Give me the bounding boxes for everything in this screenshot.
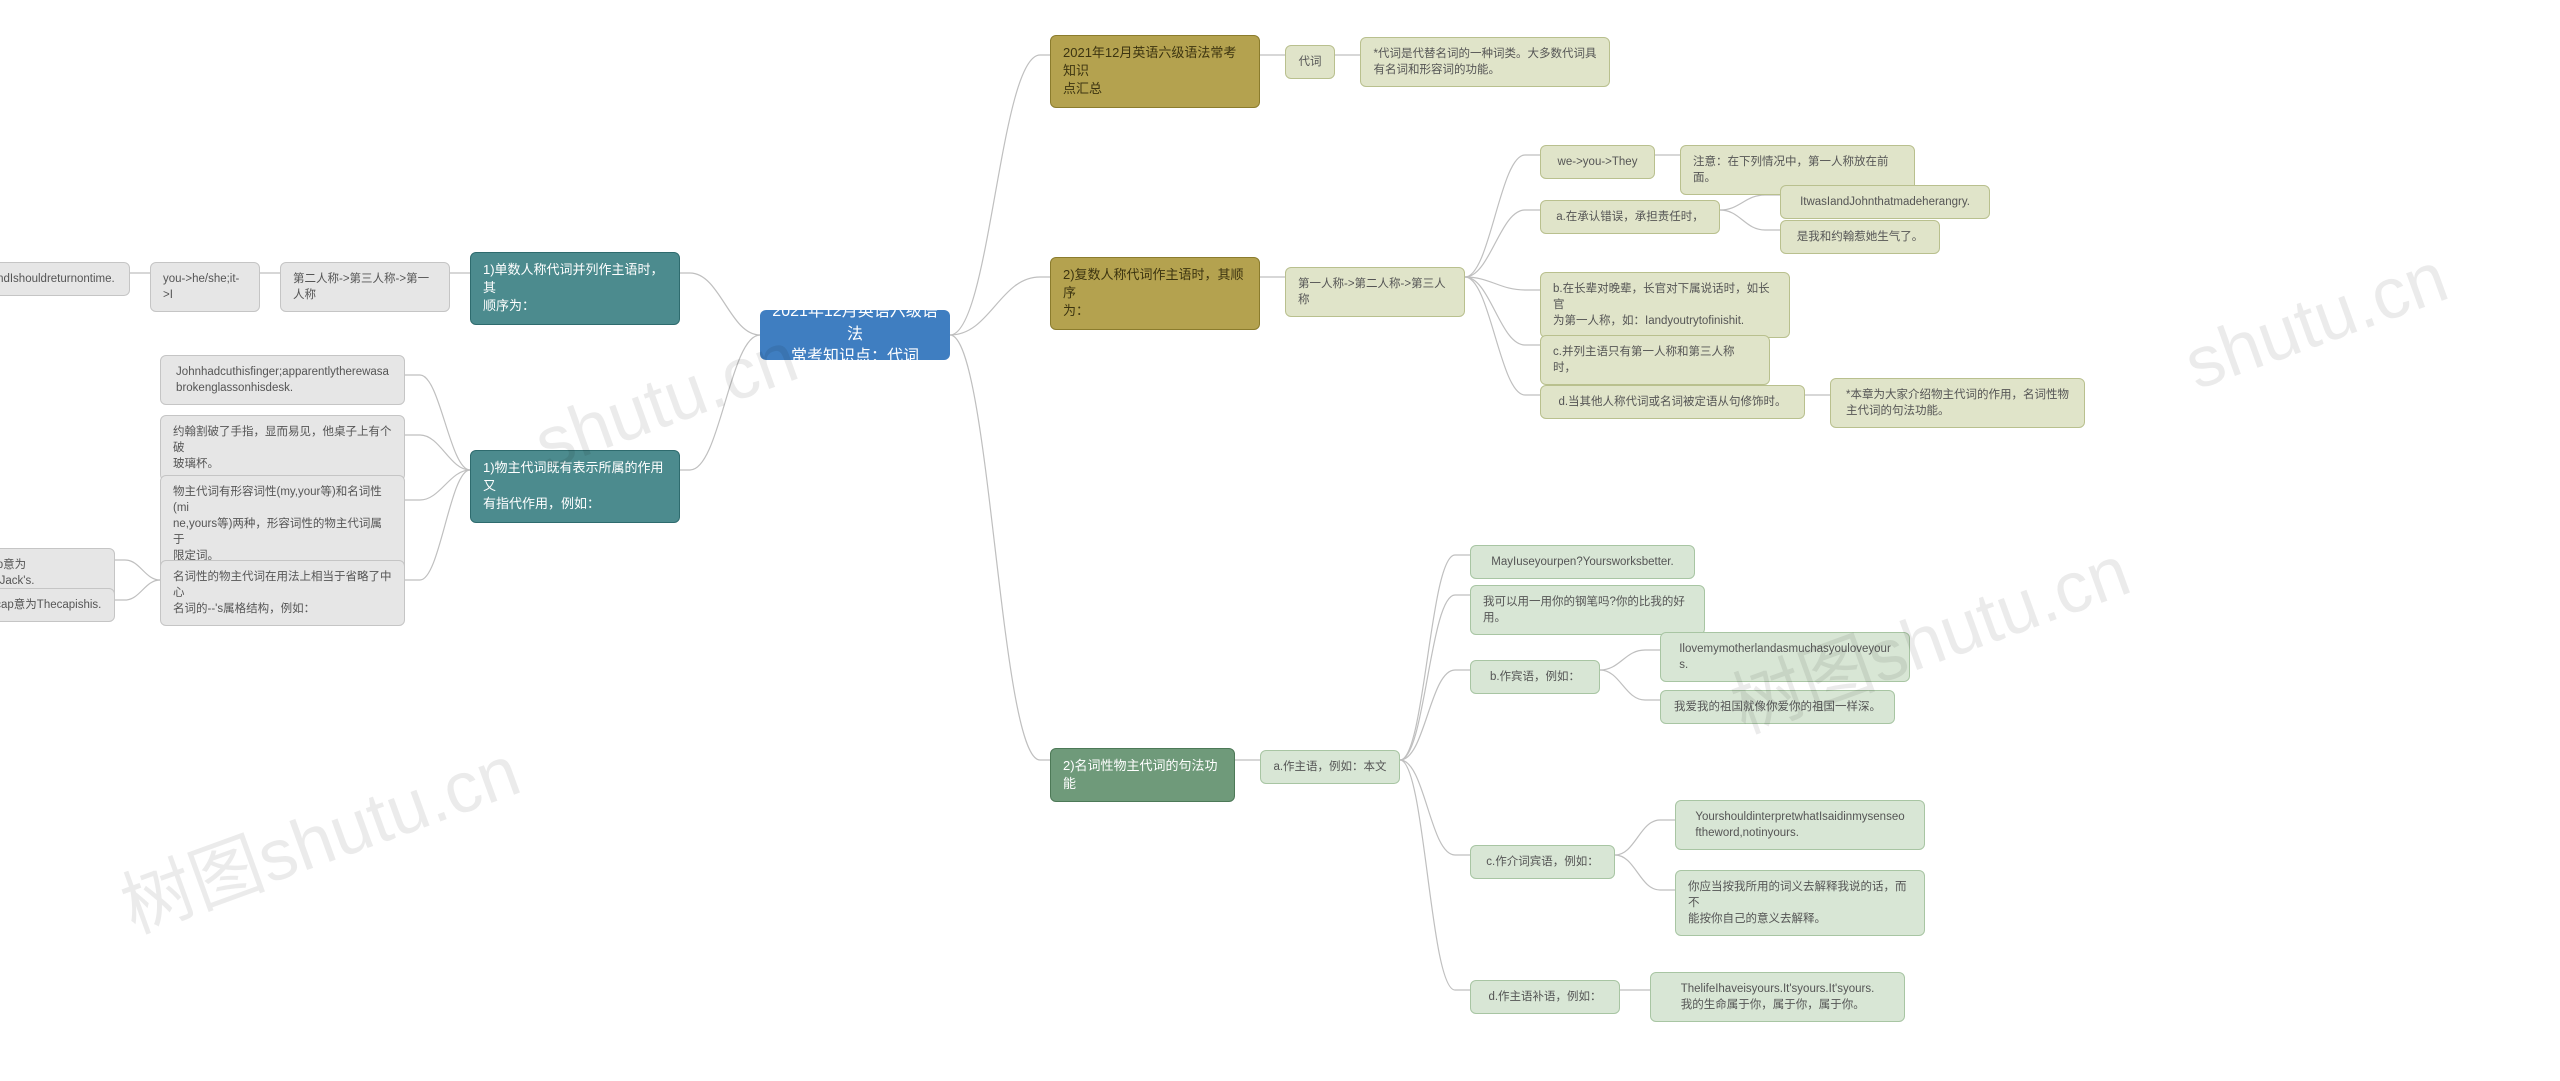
node-label: 1)单数人称代词并列作主语时，其顺序为： — [483, 261, 667, 316]
node-label: a.作主语，例如：本文 — [1273, 759, 1386, 775]
node-you-he-i[interactable]: you->he/she;it->I — [150, 262, 260, 312]
node-label: 第一人称->第二人称->第三人称 — [1298, 276, 1452, 308]
node-label: 我可以用一用你的钢笔吗?你的比我的好用。 — [1483, 594, 1692, 626]
node-label: 2)复数人称代词作主语时，其顺序为： — [1063, 266, 1247, 321]
node-label: Hiscap意为Thecapishis. — [0, 597, 101, 613]
node-label: we->you->They — [1558, 154, 1638, 170]
node-label: 是我和约翰惹她生气了。 — [1797, 229, 1924, 245]
node-label: 第二人称->第三人称->第一人称 — [293, 271, 437, 303]
node-label: Ilovemymotherlandasmuchasyouloveyours. — [1679, 641, 1891, 673]
node-label: 注意：在下列情况中，第一人称放在前面。 — [1693, 154, 1902, 186]
node-c-parallel[interactable]: c.并列主语只有第一人称和第三人称时， — [1540, 335, 1770, 385]
node-label: 1)物主代词既有表示所属的作用又有指代作用，例如： — [483, 459, 667, 514]
node-label: ThelifeIhaveisyours.It'syours.It'syours.… — [1681, 981, 1875, 1013]
node-label: b.作宾语，例如： — [1490, 669, 1580, 685]
node-daici[interactable]: 代词 — [1285, 45, 1335, 79]
node-label: you->he/she;it->I — [163, 271, 247, 303]
node-order-singular[interactable]: 第二人称->第三人称->第一人称 — [280, 262, 450, 312]
node-a-admit[interactable]: a.在承认错误，承担责任时， — [1540, 200, 1720, 234]
node-john-cn[interactable]: 约翰割破了手指，显而易见，他桌子上有个破玻璃杯。 — [160, 415, 405, 481]
right-branch-1[interactable]: 2021年12月英语六级语法常考知识点汇总 — [1050, 35, 1260, 108]
node-mayiuse-cn[interactable]: 我可以用一用你的钢笔吗?你的比我的好用。 — [1470, 585, 1705, 635]
node-label: Johnhadcuthisfinger;apparentlytherewasab… — [176, 364, 389, 396]
node-label: YourshouldinterpretwhatIsaidinmysenseoft… — [1695, 809, 1904, 841]
root-label: 2021年12月英语六级语法常考知识点：代词 — [772, 301, 938, 368]
root-node[interactable]: 2021年12月英语六级语法常考知识点：代词 — [760, 310, 950, 360]
node-label: You,heandIshouldreturnontime. — [0, 271, 115, 287]
node-d-clause[interactable]: d.当其他人称代词或名词被定语从句修饰时。 — [1540, 385, 1805, 419]
node-label: d.当其他人称代词或名词被定语从句修饰时。 — [1558, 394, 1786, 410]
node-label: 约翰割破了手指，显而易见，他桌子上有个破玻璃杯。 — [173, 424, 392, 472]
node-label: Jack'scap意为ThecapisJack's. — [0, 557, 102, 589]
right-branch-3[interactable]: 2)名词性物主代词的句法功能 — [1050, 748, 1235, 802]
node-c-prep-obj[interactable]: c.作介词宾语，例如： — [1470, 845, 1615, 879]
node-d-ex[interactable]: ThelifeIhaveisyours.It'syours.It'syours.… — [1650, 972, 1905, 1022]
node-a-subject[interactable]: a.作主语，例如：本文 — [1260, 750, 1400, 784]
node-b-elder[interactable]: b.在长辈对晚辈，长官对下属说话时，如长官为第一人称，如：Iandyoutryt… — [1540, 272, 1790, 338]
left-branch-2[interactable]: 1)物主代词既有表示所属的作用又有指代作用，例如： — [470, 450, 680, 523]
watermark: shutu.cn — [2174, 236, 2458, 406]
node-label: *本章为大家介绍物主代词的作用，名词性物主代词的句法功能。 — [1846, 387, 2069, 419]
node-example-return[interactable]: You,heandIshouldreturnontime. — [0, 262, 130, 296]
left-branch-1[interactable]: 1)单数人称代词并列作主语时，其顺序为： — [470, 252, 680, 325]
node-his-cap[interactable]: Hiscap意为Thecapishis. — [0, 588, 115, 622]
node-label: 代词 — [1299, 54, 1322, 70]
node-a-ex2[interactable]: 是我和约翰惹她生气了。 — [1780, 220, 1940, 254]
watermark: 树图shutu.cn — [105, 712, 532, 953]
node-d-complement[interactable]: d.作主语补语，例如： — [1470, 980, 1620, 1014]
node-label: MayIuseyourpen?Yoursworksbetter. — [1491, 554, 1673, 570]
node-label: 2)名词性物主代词的句法功能 — [1063, 757, 1222, 793]
node-a-ex1[interactable]: ItwasIandJohnthatmadeherangry. — [1780, 185, 1990, 219]
node-label: b.在长辈对晚辈，长官对下属说话时，如长官为第一人称，如：Iandyoutryt… — [1553, 281, 1777, 329]
node-c-ex1[interactable]: YourshouldinterpretwhatIsaidinmysenseoft… — [1675, 800, 1925, 850]
node-john-cut[interactable]: Johnhadcuthisfinger;apparentlytherewasab… — [160, 355, 405, 405]
node-nominal-possessive[interactable]: 名词性的物主代词在用法上相当于省略了中心名词的--'s属格结构，例如： — [160, 560, 405, 626]
node-label: c.作介词宾语，例如： — [1486, 854, 1598, 870]
node-label: 你应当按我所用的词义去解释我说的话，而不能按你自己的意义去解释。 — [1688, 879, 1912, 927]
right-branch-2[interactable]: 2)复数人称代词作主语时，其顺序为： — [1050, 257, 1260, 330]
node-b-ex2[interactable]: 我爱我的祖国就像你爱你的祖国一样深。 — [1660, 690, 1895, 724]
node-label: c.并列主语只有第一人称和第三人称时， — [1553, 344, 1757, 376]
node-b-ex1[interactable]: Ilovemymotherlandasmuchasyouloveyours. — [1660, 632, 1910, 682]
node-label: 2021年12月英语六级语法常考知识点汇总 — [1063, 44, 1247, 99]
node-d-note[interactable]: *本章为大家介绍物主代词的作用，名词性物主代词的句法功能。 — [1830, 378, 2085, 428]
node-b-object[interactable]: b.作宾语，例如： — [1470, 660, 1600, 694]
node-plural-order[interactable]: 第一人称->第二人称->第三人称 — [1285, 267, 1465, 317]
node-label: *代词是代替名词的一种词类。大多数代词具有名词和形容词的功能。 — [1374, 46, 1597, 78]
node-label: ItwasIandJohnthatmadeherangry. — [1800, 194, 1970, 210]
node-label: 物主代词有形容词性(my,your等)和名词性(mine,yours等)两种，形… — [173, 484, 392, 564]
node-label: d.作主语补语，例如： — [1488, 989, 1601, 1005]
node-label: 我爱我的祖国就像你爱你的祖国一样深。 — [1674, 699, 1881, 715]
node-mayiuse[interactable]: MayIuseyourpen?Yoursworksbetter. — [1470, 545, 1695, 579]
node-daici-def[interactable]: *代词是代替名词的一种词类。大多数代词具有名词和形容词的功能。 — [1360, 37, 1610, 87]
node-we-you-they[interactable]: we->you->They — [1540, 145, 1655, 179]
node-c-ex2[interactable]: 你应当按我所用的词义去解释我说的话，而不能按你自己的意义去解释。 — [1675, 870, 1925, 936]
node-label: 名词性的物主代词在用法上相当于省略了中心名词的--'s属格结构，例如： — [173, 569, 392, 617]
node-label: a.在承认错误，承担责任时， — [1556, 209, 1704, 225]
node-possessive-types[interactable]: 物主代词有形容词性(my,your等)和名词性(mine,yours等)两种，形… — [160, 475, 405, 573]
